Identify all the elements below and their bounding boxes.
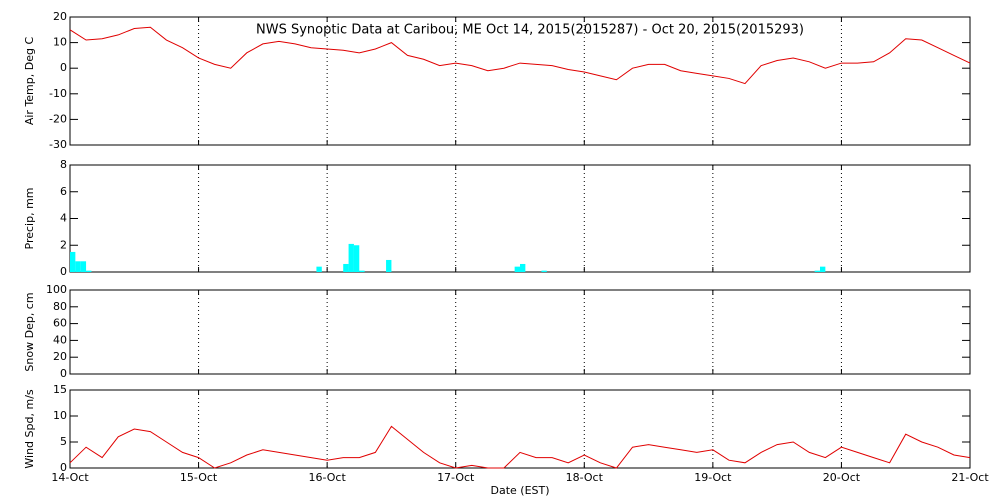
y-tick-label: 20: [53, 10, 67, 23]
x-tick-label: 20-Oct: [823, 471, 861, 484]
data-line: [69, 425, 971, 469]
x-tick-label: 15-Oct: [180, 471, 218, 484]
bar: [86, 270, 92, 272]
bar: [541, 270, 547, 272]
bar: [814, 270, 821, 272]
y-tick-label: 2: [60, 238, 67, 251]
y-axis-label: Wind Spd, m/s: [23, 389, 36, 469]
bar: [514, 266, 520, 272]
plot-frame: [69, 16, 971, 146]
x-tick-label: 21-Oct: [951, 471, 989, 484]
y-tick-label: 20: [53, 350, 67, 363]
bar: [520, 263, 526, 272]
y-tick-label: 100: [46, 283, 67, 296]
y-tick-label: 40: [53, 333, 67, 346]
x-axis-label: Date (EST): [490, 484, 549, 497]
plot-frame: [69, 164, 971, 273]
y-tick-label: 8: [60, 158, 67, 171]
y-tick-label: 10: [53, 409, 67, 422]
bar: [359, 270, 365, 272]
x-tick-label: 19-Oct: [694, 471, 732, 484]
y-tick-label: 80: [53, 300, 67, 313]
bar: [353, 245, 360, 272]
x-tick-label: 14-Oct: [51, 471, 89, 484]
y-tick-label: 4: [60, 212, 67, 225]
x-tick-label: 16-Oct: [308, 471, 346, 484]
y-axis-label: Air Temp, Deg C: [23, 37, 36, 126]
y-tick-label: 0: [60, 61, 67, 74]
y-tick-label: -10: [49, 87, 67, 100]
plot-frame: [69, 289, 971, 375]
y-tick-label: 0: [60, 265, 67, 278]
bar: [80, 261, 87, 272]
y-axis-label: Snow Dep, cm: [23, 292, 36, 371]
y-tick-label: 6: [60, 185, 67, 198]
y-tick-label: 15: [53, 383, 67, 396]
x-tick-label: 17-Oct: [437, 471, 475, 484]
y-tick-label: 5: [60, 435, 67, 448]
data-line: [69, 26, 971, 85]
bar: [386, 259, 392, 272]
bar: [316, 266, 322, 272]
bar: [343, 263, 349, 272]
y-tick-label: 0: [60, 461, 67, 474]
bar: [70, 251, 76, 272]
y-tick-label: 60: [53, 317, 67, 330]
y-axis-label: Precip, mm: [23, 188, 36, 250]
chart-title: NWS Synoptic Data at Caribou, ME Oct 14,…: [256, 23, 804, 38]
x-tick-label: 18-Oct: [566, 471, 604, 484]
bar: [348, 243, 354, 272]
y-tick-label: 10: [53, 36, 67, 49]
y-tick-label: -20: [49, 112, 67, 125]
plot-frame: [69, 389, 971, 469]
y-tick-label: -30: [49, 138, 67, 151]
bar: [819, 266, 826, 272]
y-tick-label: 0: [60, 367, 67, 380]
bar: [75, 261, 81, 272]
